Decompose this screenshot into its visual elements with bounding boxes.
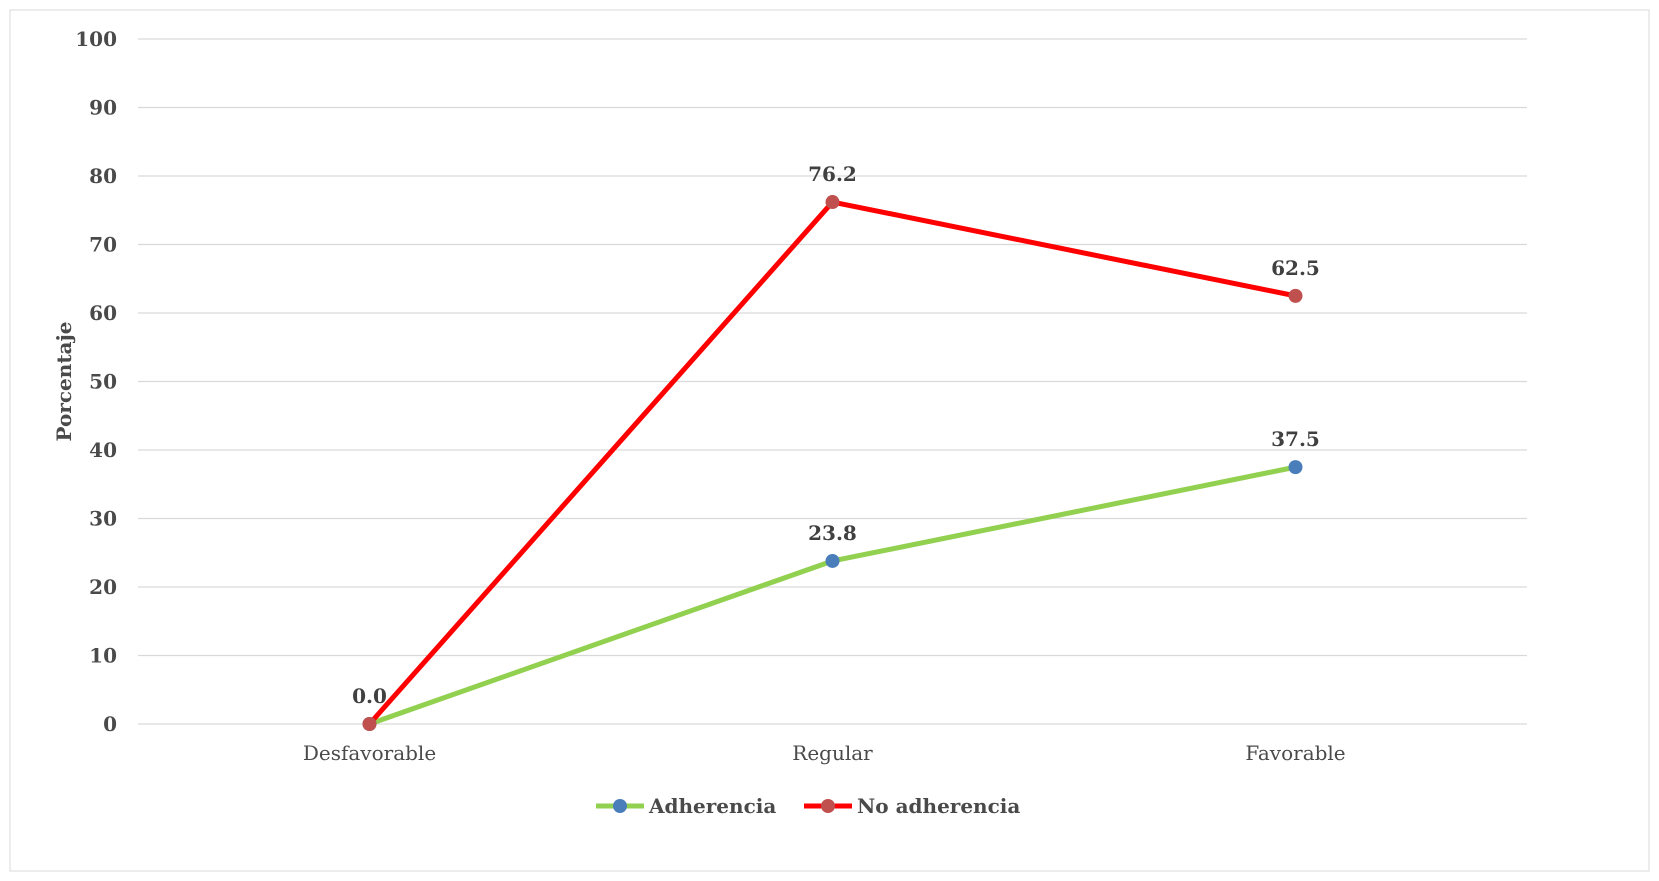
data-point-1-0 (362, 717, 377, 731)
y-tick-label: 30 (89, 507, 117, 531)
y-tick-label: 100 (75, 27, 117, 51)
chart-frame (9, 9, 1650, 872)
y-tick-label: 50 (89, 370, 117, 394)
y-tick-label: 40 (89, 438, 117, 462)
x-tick-label: Favorable (1245, 741, 1345, 765)
y-tick-label: 10 (89, 644, 117, 668)
series-markers (362, 195, 1303, 731)
data-label-0-2: 37.5 (1271, 427, 1320, 451)
legend-swatch-marker-0 (613, 799, 627, 813)
data-labels: 23.8 37.5 0.0 76.2 62.5 (352, 162, 1320, 708)
data-label-1-2: 62.5 (1271, 256, 1320, 280)
data-point-0-2 (1288, 460, 1303, 475)
y-tick-labels: 0 10 20 30 40 50 60 70 80 90 100 (75, 27, 117, 736)
legend: Adherencia No adherencia (596, 794, 1020, 818)
y-tick-label: 20 (89, 575, 117, 599)
x-tick-label: Regular (792, 741, 873, 765)
legend-label-0: Adherencia (648, 794, 776, 818)
data-point-1-1 (825, 195, 840, 210)
data-label-0-1: 23.8 (808, 521, 857, 545)
y-axis-label: Porcentaje (52, 322, 76, 442)
data-label-1-1: 76.2 (808, 162, 857, 186)
x-tick-labels: Desfavorable Regular Favorable (303, 741, 1346, 765)
legend-swatch-marker-1 (821, 799, 835, 813)
y-tick-label: 80 (89, 164, 117, 188)
legend-label-1: No adherencia (857, 794, 1020, 818)
x-tick-label: Desfavorable (303, 741, 436, 765)
data-point-0-1 (825, 553, 840, 568)
y-tick-label: 90 (89, 96, 117, 120)
data-point-1-2 (1288, 288, 1303, 303)
y-tick-label: 70 (89, 233, 117, 257)
y-tick-label: 0 (103, 712, 117, 736)
y-tick-label: 60 (89, 301, 117, 325)
data-label-1-0: 0.0 (352, 684, 387, 708)
